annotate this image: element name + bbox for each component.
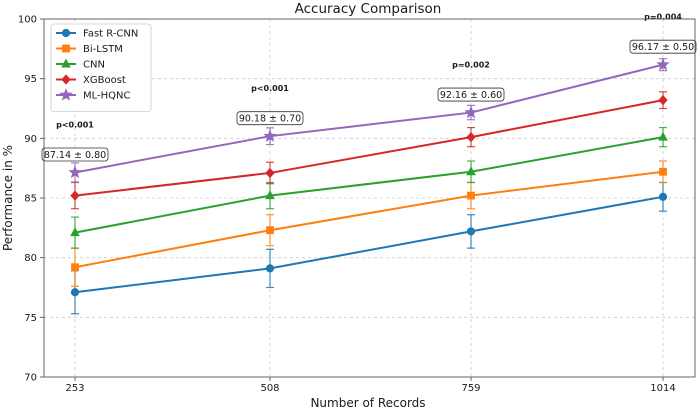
legend-entry: Bi-LSTM — [56, 44, 123, 55]
legend-marker — [61, 58, 71, 68]
data-point — [70, 288, 80, 297]
value-annotation: 96.17 ± 0.50 — [632, 42, 694, 53]
data-point — [70, 190, 80, 201]
legend-entry: ML-HQNC — [56, 88, 131, 102]
data-point — [464, 105, 478, 119]
p-value-label: p=0.004 — [644, 13, 682, 22]
x-axis-label: Number of Records — [310, 396, 425, 409]
data-point — [466, 131, 476, 143]
x-tick-label: 508 — [260, 383, 279, 394]
x-tick-label: 1014 — [650, 383, 675, 394]
legend-marker — [61, 28, 71, 38]
p-value-label: p<0.001 — [251, 84, 289, 93]
chart-title: Accuracy Comparison — [295, 1, 442, 17]
y-tick-label: 100 — [18, 15, 37, 26]
x-tick-label: 759 — [461, 383, 480, 394]
y-tick-label: 90 — [24, 134, 37, 145]
data-point — [265, 264, 275, 273]
p-value-label: p<0.001 — [56, 120, 94, 129]
data-point — [466, 166, 476, 176]
value-annotation: 90.18 ± 0.70 — [239, 114, 301, 125]
annotation-box — [236, 111, 304, 126]
data-point — [266, 226, 274, 235]
legend-label: ML-HQNC — [83, 91, 131, 102]
series-line — [74, 195, 664, 294]
x-tick-label: 253 — [65, 383, 84, 394]
y-tick-label: 80 — [24, 253, 37, 264]
data-point — [71, 263, 79, 272]
data-point — [658, 131, 668, 141]
y-tick-label: 95 — [24, 74, 37, 85]
legend-marker — [59, 88, 73, 101]
y-tick-label: 70 — [24, 373, 37, 384]
series-fast-r-cnn — [70, 181, 668, 315]
legend-marker — [61, 74, 71, 85]
series-line — [74, 63, 664, 174]
data-point — [467, 191, 475, 200]
data-point — [658, 95, 668, 106]
data-point — [70, 227, 80, 237]
legend-entry: CNN — [56, 58, 105, 71]
y-tick-label: 75 — [24, 313, 37, 324]
legend-box — [50, 23, 152, 112]
legend-entry: Fast R-CNN — [56, 29, 138, 40]
legend-entry: XGBoost — [56, 74, 126, 86]
y-tick-label: 85 — [24, 194, 37, 205]
data-point — [656, 57, 670, 71]
series-layer — [68, 57, 670, 315]
series-xgboost — [70, 91, 668, 210]
legend-label: Fast R-CNN — [83, 29, 138, 40]
series-cnn — [70, 126, 668, 249]
y-axis-label: Performance in % — [1, 145, 15, 251]
data-point — [466, 227, 476, 236]
legend-marker — [62, 44, 70, 53]
legend-label: Bi-LSTM — [83, 44, 123, 55]
annotation-box — [629, 39, 697, 54]
series-bi-lstm — [71, 160, 667, 287]
data-point — [658, 192, 668, 201]
annotation-box — [41, 147, 109, 162]
series-line — [74, 99, 664, 197]
tick-layer: 70 75 80 85 90 95 100 253 508 759 1014 — [18, 15, 676, 395]
p-value-label: p=0.002 — [452, 61, 490, 70]
series-line — [74, 170, 664, 269]
legend-label: XGBoost — [83, 75, 126, 86]
value-annotation: 87.14 ± 0.80 — [44, 150, 106, 161]
series-ml-hqnc — [68, 57, 670, 183]
series-line — [74, 136, 664, 234]
legend: Fast R-CNN Bi-LSTM CNN XGBoost ML-HQNC — [50, 23, 152, 112]
annotation-layer: 87.14 ± 0.80 p<0.001 90.18 ± 0.70 p<0.001 92… — [41, 13, 697, 162]
legend-label: CNN — [83, 60, 105, 71]
value-annotation: 92.16 ± 0.60 — [440, 90, 502, 101]
data-point — [265, 167, 275, 179]
data-point — [659, 167, 667, 176]
annotation-box — [437, 87, 505, 102]
data-point — [265, 190, 275, 200]
data-point — [68, 165, 82, 179]
data-point — [263, 129, 277, 142]
